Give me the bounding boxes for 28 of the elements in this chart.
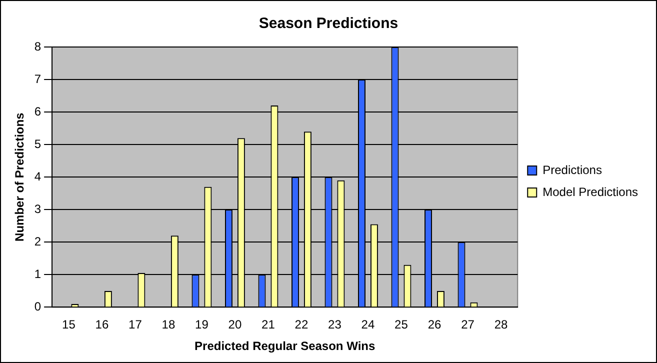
chart-title: Season Predictions <box>258 15 398 32</box>
y-tick-label: 0 <box>34 300 42 314</box>
x-tick-label: 17 <box>128 318 142 332</box>
y-axis-title: Number of Predictions <box>12 112 27 242</box>
legend-label: Predictions <box>542 162 602 177</box>
x-tick-label: 19 <box>195 318 209 332</box>
x-tick-label: 23 <box>328 318 342 332</box>
y-tick-label: 3 <box>34 202 42 216</box>
x-tick-label: 28 <box>494 318 508 332</box>
y-tick-label: 5 <box>34 136 42 151</box>
x-tick-label: 26 <box>428 318 442 332</box>
x-tick-label: 20 <box>228 318 242 332</box>
y-tick-label: 7 <box>34 72 42 86</box>
x-tick-label: 15 <box>62 318 76 332</box>
x-tick-label: 18 <box>162 318 176 332</box>
x-tick-label: 21 <box>262 318 276 332</box>
y-tick-label: 2 <box>34 234 42 248</box>
y-tick-label: 6 <box>34 104 42 118</box>
x-tick-label: 25 <box>394 318 408 332</box>
x-tick-label: 24 <box>361 318 375 332</box>
y-tick-label: 4 <box>34 169 42 184</box>
y-tick-label: 1 <box>34 266 42 281</box>
x-tick-label: 27 <box>461 318 475 332</box>
y-tick-label: 8 <box>34 39 42 54</box>
legend-label: Model Predictions <box>542 184 638 199</box>
x-tick-label: 22 <box>294 318 308 332</box>
x-tick-label: 16 <box>95 318 109 332</box>
x-axis-title: Predicted Regular Season Wins <box>194 339 376 354</box>
